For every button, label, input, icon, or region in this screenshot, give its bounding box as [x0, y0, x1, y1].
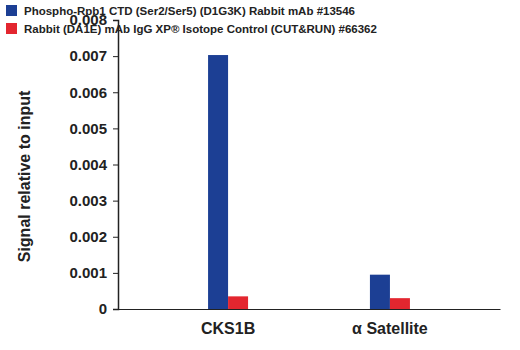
y-tick-mark	[113, 201, 118, 202]
y-tick-label: 0	[99, 300, 107, 317]
y-tick: 0.007	[69, 47, 118, 64]
y-axis-line	[113, 21, 119, 310]
y-tick-mark	[113, 56, 118, 57]
y-tick-mark	[113, 92, 118, 93]
bar	[390, 298, 410, 309]
y-tick-label: 0.004	[69, 156, 107, 173]
bar	[228, 296, 248, 309]
legend-label: Rabbit (DA1E) mAb IgG XP® Isotope Contro…	[24, 23, 377, 35]
bar	[208, 55, 228, 309]
y-axis-title: Signal relative to input	[16, 90, 33, 262]
legend-item: Rabbit (DA1E) mAb IgG XP® Isotope Contro…	[6, 23, 377, 35]
y-tick-mark	[113, 165, 118, 166]
y-tick-mark	[113, 309, 118, 310]
legend: Phospho-Rpb1 CTD (Ser2/Ser5) (D1G3K) Rab…	[6, 5, 377, 35]
legend-swatch	[6, 23, 17, 34]
y-tick-mark	[113, 273, 118, 274]
y-tick-label: 0.003	[69, 192, 107, 209]
y-tick-label: 0.001	[69, 264, 107, 281]
y-tick: 0.006	[69, 84, 118, 101]
legend-item: Phospho-Rpb1 CTD (Ser2/Ser5) (D1G3K) Rab…	[6, 5, 355, 17]
x-axis-line	[119, 309, 501, 310]
y-tick: 0.001	[69, 264, 118, 281]
x-tick-label: CKS1B	[201, 320, 255, 337]
y-tick-mark	[113, 237, 118, 238]
x-tick-label: α Satellite	[352, 320, 428, 337]
y-tick-mark	[113, 20, 118, 21]
y-tick: 0.004	[69, 156, 118, 173]
x-tick: α Satellite	[352, 309, 428, 337]
legend-swatch	[6, 5, 17, 16]
y-tick-mark	[113, 128, 118, 129]
y-axis: 00.0010.0020.0030.0040.0050.0060.0070.00…	[69, 11, 118, 317]
y-tick-label: 0.007	[69, 47, 107, 64]
bars	[208, 55, 410, 309]
y-tick: 0.005	[69, 120, 118, 137]
y-tick: 0.002	[69, 228, 118, 245]
legend-label: Phospho-Rpb1 CTD (Ser2/Ser5) (D1G3K) Rab…	[24, 5, 355, 17]
y-tick-label: 0.005	[69, 120, 107, 137]
y-tick: 0	[99, 300, 118, 317]
y-tick-label: 0.002	[69, 228, 107, 245]
y-tick-label: 0.006	[69, 84, 107, 101]
y-tick: 0.003	[69, 192, 118, 209]
x-tick: CKS1B	[201, 309, 255, 337]
chart: 00.0010.0020.0030.0040.0050.0060.0070.00…	[0, 0, 520, 350]
x-axis: CKS1B α Satellite	[119, 309, 501, 337]
bar	[370, 275, 390, 309]
